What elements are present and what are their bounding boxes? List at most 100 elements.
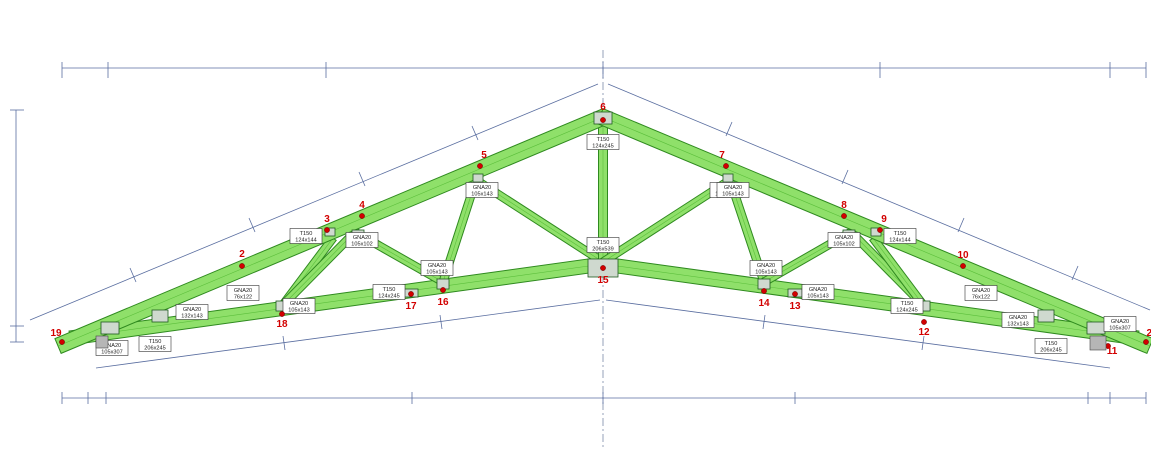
tag-line-2: 76x122 — [972, 295, 990, 301]
chord-dimension-right — [605, 299, 1111, 369]
tag-box — [964, 285, 998, 301]
node-18: 18 — [276, 311, 288, 330]
tag-box — [749, 260, 783, 276]
node-marker — [921, 319, 927, 325]
tag-line-2: 105x143 — [755, 270, 776, 276]
node-marker — [1143, 339, 1149, 345]
tag-box — [465, 182, 499, 198]
tag-box — [175, 304, 209, 320]
tag-line-2: 124x245 — [378, 294, 399, 300]
tag-line-1: GNA20 — [103, 343, 121, 349]
node-10: 10 — [957, 250, 969, 269]
tag-line-2: 76x122 — [234, 295, 252, 301]
node-label: 12 — [918, 327, 930, 338]
node-15: 15 — [597, 265, 609, 286]
tag-line-2: 105x307 — [1109, 326, 1130, 332]
node-2: 2 — [239, 249, 245, 269]
node-13: 13 — [789, 291, 801, 312]
node-label: 17 — [405, 301, 417, 312]
node-14: 14 — [758, 288, 770, 309]
tag-line-2: 124x144 — [889, 238, 910, 244]
bottom-dimension-line — [61, 392, 1147, 404]
tag-box — [1001, 312, 1035, 328]
node-label: 15 — [597, 275, 609, 286]
tag-box — [1034, 338, 1068, 354]
tag-line-2: 105x143 — [722, 192, 743, 198]
node-marker — [239, 263, 245, 269]
node-label: 4 — [359, 200, 365, 211]
tag-line-2: 105x143 — [288, 308, 309, 314]
plate-node-5 — [472, 173, 484, 183]
node-label: 11 — [1107, 346, 1118, 357]
tag-line-2: 132x143 — [181, 314, 202, 320]
node-16: 16 — [437, 287, 449, 308]
tag-line-2: 124x245 — [896, 308, 917, 314]
tag-box — [372, 284, 406, 300]
node-marker — [877, 227, 883, 233]
plate-node-right-heel — [1086, 321, 1106, 335]
tag-line-2: 206x245 — [144, 346, 165, 352]
node-4: 4 — [359, 200, 365, 219]
left-height-dimension — [10, 109, 24, 343]
node-label: 6 — [600, 102, 606, 113]
tag-line-1: GNA20 — [353, 235, 371, 241]
tag-line-2: 105x102 — [833, 242, 854, 248]
plate-node-right-web — [1037, 309, 1055, 323]
right-support-block — [1089, 335, 1107, 351]
node-marker — [359, 213, 365, 219]
tag-box — [827, 232, 861, 248]
node-5: 5 — [477, 150, 487, 169]
tag-line-1: GNA20 — [757, 263, 775, 269]
tag-line-1: T150 — [383, 287, 396, 293]
node-7: 7 — [719, 150, 729, 169]
tag-line-1: T150 — [597, 137, 610, 143]
plate-node-left-heel — [100, 321, 120, 335]
tag-line-1: T150 — [149, 339, 162, 345]
node-markers: 2 3 4 5 6 7 8 9 10 11 12 13 14 15 16 17 18 19 20 — [50, 102, 1151, 357]
node-11: 11 — [1105, 343, 1118, 357]
tag-line-1: GNA20 — [972, 288, 990, 294]
node-17: 17 — [405, 291, 417, 312]
tag-line-1: T150 — [597, 240, 610, 246]
node-label: 16 — [437, 297, 449, 308]
node-label: 19 — [50, 328, 62, 339]
node-marker — [600, 265, 606, 271]
plate-node-14 — [757, 278, 771, 290]
tag-box — [801, 284, 835, 300]
node-label: 7 — [719, 150, 725, 161]
node-12: 12 — [918, 319, 930, 338]
chord-dimension-left — [95, 299, 601, 369]
node-label: 5 — [481, 150, 487, 161]
tag-line-2: 105x143 — [426, 270, 447, 276]
rafter-dimension-left — [29, 83, 599, 321]
node-marker — [440, 287, 446, 293]
support-markers — [95, 335, 1107, 351]
node-label: 2 — [239, 249, 245, 260]
tag-line-1: GNA20 — [428, 263, 446, 269]
tag-line-2: 124x144 — [295, 238, 316, 244]
tag-line-1: T150 — [894, 231, 907, 237]
tag-line-2: 105x102 — [351, 242, 372, 248]
tag-box — [1103, 316, 1137, 332]
tag-line-1: T150 — [901, 301, 914, 307]
tag-box — [883, 228, 917, 244]
node-label: 10 — [957, 250, 969, 261]
